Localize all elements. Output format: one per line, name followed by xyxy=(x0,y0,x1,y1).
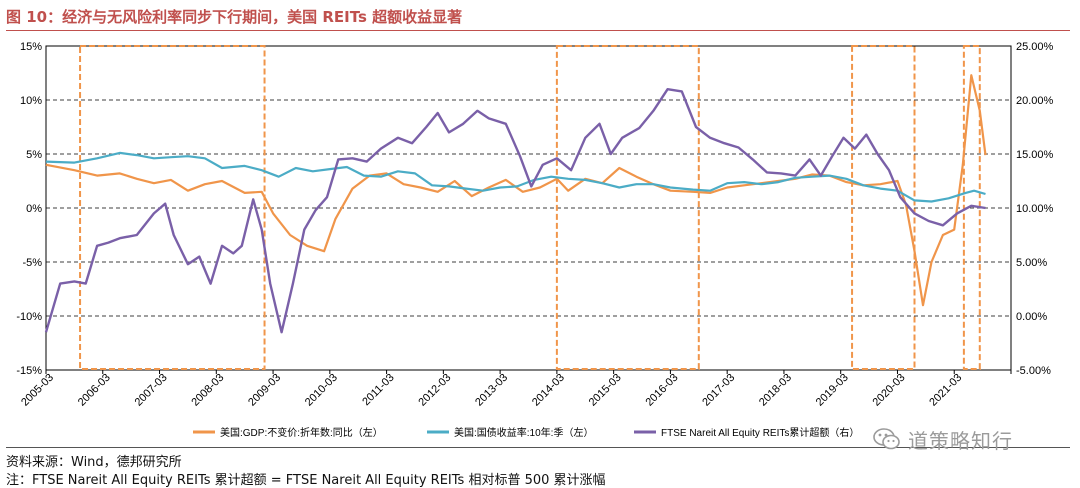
x-tick-label: 2011-03 xyxy=(360,372,396,408)
grid xyxy=(46,99,1011,317)
note-text: 注：FTSE Nareit All Equity REITs 累计超额 = FT… xyxy=(6,473,606,488)
x-tick-label: 2018-03 xyxy=(757,372,794,409)
x-tick-label: 2016-03 xyxy=(643,372,680,409)
x-tick-label: 2015-03 xyxy=(587,372,624,409)
x-axis: 2005-03 2006-03 2007-03 2008-03 2009-03 2010-… xyxy=(19,370,1012,409)
left-axis: -15% -10% -5% 0% 5% 10% 15% xyxy=(16,41,42,377)
x-tick-label: 2017-03 xyxy=(700,372,737,409)
x-tick-label: 2020-03 xyxy=(871,372,908,409)
x-tick-label: 2006-03 xyxy=(76,372,113,409)
right-tick-label: 25.00% xyxy=(1016,41,1054,53)
watermark-text: 道策略知行 xyxy=(908,428,1013,453)
series-line-gdp xyxy=(45,74,987,307)
title-rule xyxy=(6,30,1070,31)
right-tick-label: 0.00% xyxy=(1016,311,1047,323)
right-tick-label: 5.00% xyxy=(1016,257,1047,269)
left-tick-label: 5% xyxy=(26,149,42,161)
series-lines xyxy=(44,74,987,334)
left-tick-label: 10% xyxy=(20,95,42,107)
x-tick-label: 2008-03 xyxy=(189,372,226,409)
right-tick-label: 10.00% xyxy=(1016,203,1054,215)
chart: -15% -10% -5% 0% 5% 10% 15% -5.00% 0.00% 5.00% 10… xyxy=(16,41,1054,439)
wechat-icon xyxy=(873,428,900,450)
legend-label: FTSE Nareit All Equity REITs累计超额（右） xyxy=(661,426,859,439)
right-axis: -5.00% 0.00% 5.00% 10.00% 15.00% 20.00% 25.00% xyxy=(1016,41,1054,377)
left-tick-label: -15% xyxy=(16,365,42,377)
watermark: 道策略知行 xyxy=(872,424,1072,454)
legend: 美国:GDP:不变价:折年数:同比（左） 美国:国债收益率:10年:季（左） FTS… xyxy=(193,426,859,439)
series-line-excess xyxy=(44,88,986,334)
left-tick-label: 0% xyxy=(26,203,42,215)
series-line-yield xyxy=(45,151,986,203)
x-tick-label: 2005-03 xyxy=(19,372,56,409)
figure-title: 图 10：经济与无风险利率同步下行期间，美国 REITs 超额收益显著 xyxy=(6,8,463,26)
highlight-box xyxy=(555,45,700,370)
x-tick-label: 2013-03 xyxy=(473,372,510,409)
source-text: 资料来源：Wind，德邦研究所 xyxy=(6,455,182,470)
left-tick-label: -5% xyxy=(22,257,42,269)
x-tick-label: 2019-03 xyxy=(814,372,851,409)
highlight-box xyxy=(79,45,266,370)
right-tick-label: 20.00% xyxy=(1016,95,1054,107)
x-tick-label: 2007-03 xyxy=(133,372,170,409)
legend-label: 美国:国债收益率:10年:季（左） xyxy=(454,426,593,439)
left-tick-label: -10% xyxy=(16,311,42,323)
left-tick-label: 15% xyxy=(20,41,42,53)
right-tick-label: -5.00% xyxy=(1016,365,1051,377)
bottom-rule xyxy=(6,447,1070,448)
highlight-box xyxy=(851,45,916,370)
x-tick-label: 2014-03 xyxy=(530,372,567,409)
highlight-box xyxy=(962,45,981,370)
x-tick-label: 2021-03 xyxy=(927,372,964,409)
x-tick-label: 2012-03 xyxy=(416,372,453,409)
x-tick-label: 2010-03 xyxy=(303,372,340,409)
legend-label: 美国:GDP:不变价:折年数:同比（左） xyxy=(220,426,383,439)
highlight-boxes xyxy=(79,45,981,370)
right-tick-label: 15.00% xyxy=(1016,149,1054,161)
x-tick-label: 2009-03 xyxy=(246,372,283,409)
